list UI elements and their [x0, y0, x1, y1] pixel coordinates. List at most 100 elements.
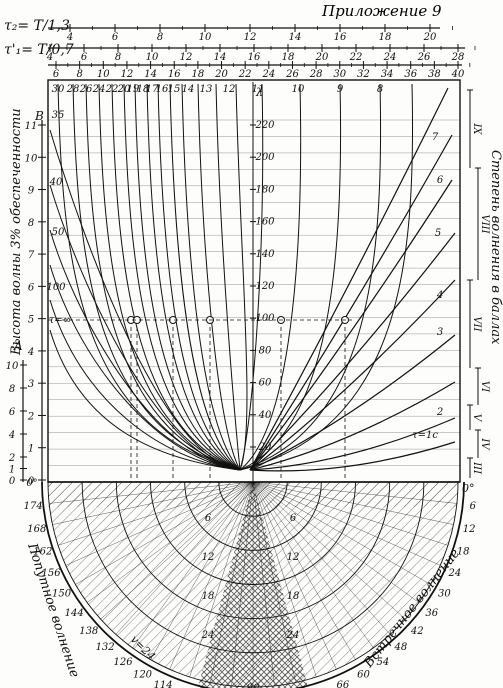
- axis-B-tick-label: 3: [28, 379, 34, 390]
- course-angle-diagram: 0°17416816215615014413813212612011410810…: [24, 478, 477, 688]
- curve-label-top: 18: [137, 84, 150, 95]
- course-radial: [132, 481, 254, 648]
- period-curve: [249, 87, 449, 471]
- period-curve: [239, 83, 264, 471]
- inner-speed-label: 6: [290, 513, 297, 524]
- inner-speed-label: 18: [202, 591, 215, 602]
- grade-label: IV: [479, 437, 490, 451]
- tau1-ticks-label: 4: [46, 52, 53, 63]
- lambda-ticks: 20 40 60 80 100 120 140 160 180 200 220: [250, 120, 275, 453]
- period-curve: [123, 83, 241, 471]
- lambda-tick-label: 220: [254, 120, 275, 131]
- grade-label: IX: [471, 122, 482, 135]
- tau2-ticks: 4 6 8 10 12 14 16 18 20: [66, 24, 453, 43]
- period-curve: [157, 83, 241, 471]
- course-radial: [252, 481, 317, 678]
- tau1-ticks-label: 22: [349, 52, 363, 63]
- curve-label-top: 26: [79, 84, 93, 95]
- grade-label: VIII: [479, 214, 490, 234]
- axis-B-tick-label: 10: [25, 153, 38, 164]
- axis-B-tick-label: 9: [28, 186, 35, 197]
- curve-label-right: τ=1c: [412, 430, 438, 441]
- axis-A-tick-label: 8: [9, 384, 15, 395]
- curve-label-top: 15: [168, 84, 181, 95]
- tau2-ticks-label: 4: [66, 32, 73, 43]
- course-degree-right: 60: [357, 669, 370, 680]
- course-radial: [115, 481, 254, 635]
- axis-A-tick-label: 10: [6, 361, 19, 372]
- right-axis-title: Степень волнения в баллах: [488, 150, 503, 345]
- tau2-ticks-label: 16: [334, 32, 347, 43]
- tau1-ticks: 4 6 8 10 12 14 16 18 20 22 24 26 28: [46, 44, 476, 63]
- lambda-tick-label: 40: [258, 410, 272, 421]
- axis-B-tick-label: 7: [28, 250, 35, 261]
- lambda-tick-label: 80: [259, 345, 272, 356]
- axis-B-tick-label: 0: [28, 476, 35, 487]
- tau-ticks-label: 12: [121, 69, 134, 80]
- period-curve: [134, 83, 241, 471]
- course-degree-left: 138: [79, 626, 98, 637]
- tau2-ticks-label: 8: [157, 32, 163, 43]
- lambda-tick-label: 160: [255, 217, 275, 228]
- course-degree-right: 30: [438, 589, 451, 600]
- course-radial: [75, 481, 254, 585]
- course-radial: [210, 481, 254, 683]
- course-degree-right: 6: [470, 501, 477, 512]
- course-degree-left: 162: [33, 546, 52, 557]
- horizontal-grid: [48, 119, 460, 483]
- curve-label-left: 50: [52, 227, 65, 238]
- outer-arc: [41, 481, 465, 688]
- axis-B-tick-label: 1: [28, 444, 34, 455]
- curve-label-top: 8: [377, 84, 383, 95]
- curve-label-right: 2: [436, 407, 443, 418]
- course-degree-left: 174: [24, 501, 43, 512]
- tau-ticks-label: 38: [428, 69, 441, 80]
- axis-A-tick-label: 1: [9, 465, 15, 476]
- period-curve: [49, 184, 241, 471]
- inner-speed-label: 24: [286, 630, 300, 641]
- tau-ticks: 6 8 10 12 14 16 18 20 22 24 26 28 30 32 34 36 38 40: [53, 61, 471, 80]
- course-radial: [231, 481, 254, 686]
- course-degree-right: 36: [425, 608, 438, 619]
- course-radial: [65, 481, 254, 566]
- inner-speed-label: 18: [287, 591, 300, 602]
- curve-label-top: 20: [117, 84, 131, 95]
- tau1-ticks-label: 26: [417, 52, 431, 63]
- course-radial: [49, 481, 254, 504]
- course-radial: [87, 481, 254, 603]
- grade-label: VI: [479, 381, 490, 393]
- period-curve: [249, 279, 456, 471]
- zero-degree-label: 0°: [462, 482, 475, 495]
- curve-label-right: 7: [432, 132, 439, 143]
- course-radial: [252, 481, 391, 635]
- tau1-ticks-label: 6: [81, 52, 88, 63]
- tau-ticks-label: 34: [381, 69, 394, 80]
- course-radial: [189, 481, 254, 678]
- grade-label: V: [471, 414, 482, 423]
- curve-label-top: 9: [337, 84, 344, 95]
- period-curve: [249, 417, 456, 471]
- curve-label-left: 35: [52, 110, 65, 121]
- curve-label-right: 6: [437, 175, 444, 186]
- course-degree-left: 126: [114, 657, 134, 668]
- tau-ticks-label: 28: [309, 69, 323, 80]
- curve-label-right: 4: [436, 290, 443, 301]
- course-radial: [57, 481, 254, 546]
- lambda-tick-label: 180: [255, 184, 275, 195]
- course-degree-left: 114: [154, 680, 173, 688]
- axis-A-tick-label: 6: [9, 407, 16, 418]
- course-degree-left: 0°: [26, 478, 37, 489]
- course-radial: [252, 481, 337, 670]
- inner-speed-label: 24: [201, 630, 215, 641]
- lambda-tick-label: 20: [258, 442, 272, 453]
- tau1-ticks-label: 20: [315, 52, 329, 63]
- period-curve: [249, 134, 453, 471]
- course-radial: [169, 481, 254, 670]
- center-degree-label: 90: [247, 683, 260, 688]
- course-degree-right: 54: [377, 657, 390, 668]
- grade-label: VII: [471, 316, 482, 332]
- tau-ticks-label: 20: [214, 69, 228, 80]
- period-curve: [49, 264, 241, 471]
- appendix-title: Приложение 9: [322, 2, 442, 20]
